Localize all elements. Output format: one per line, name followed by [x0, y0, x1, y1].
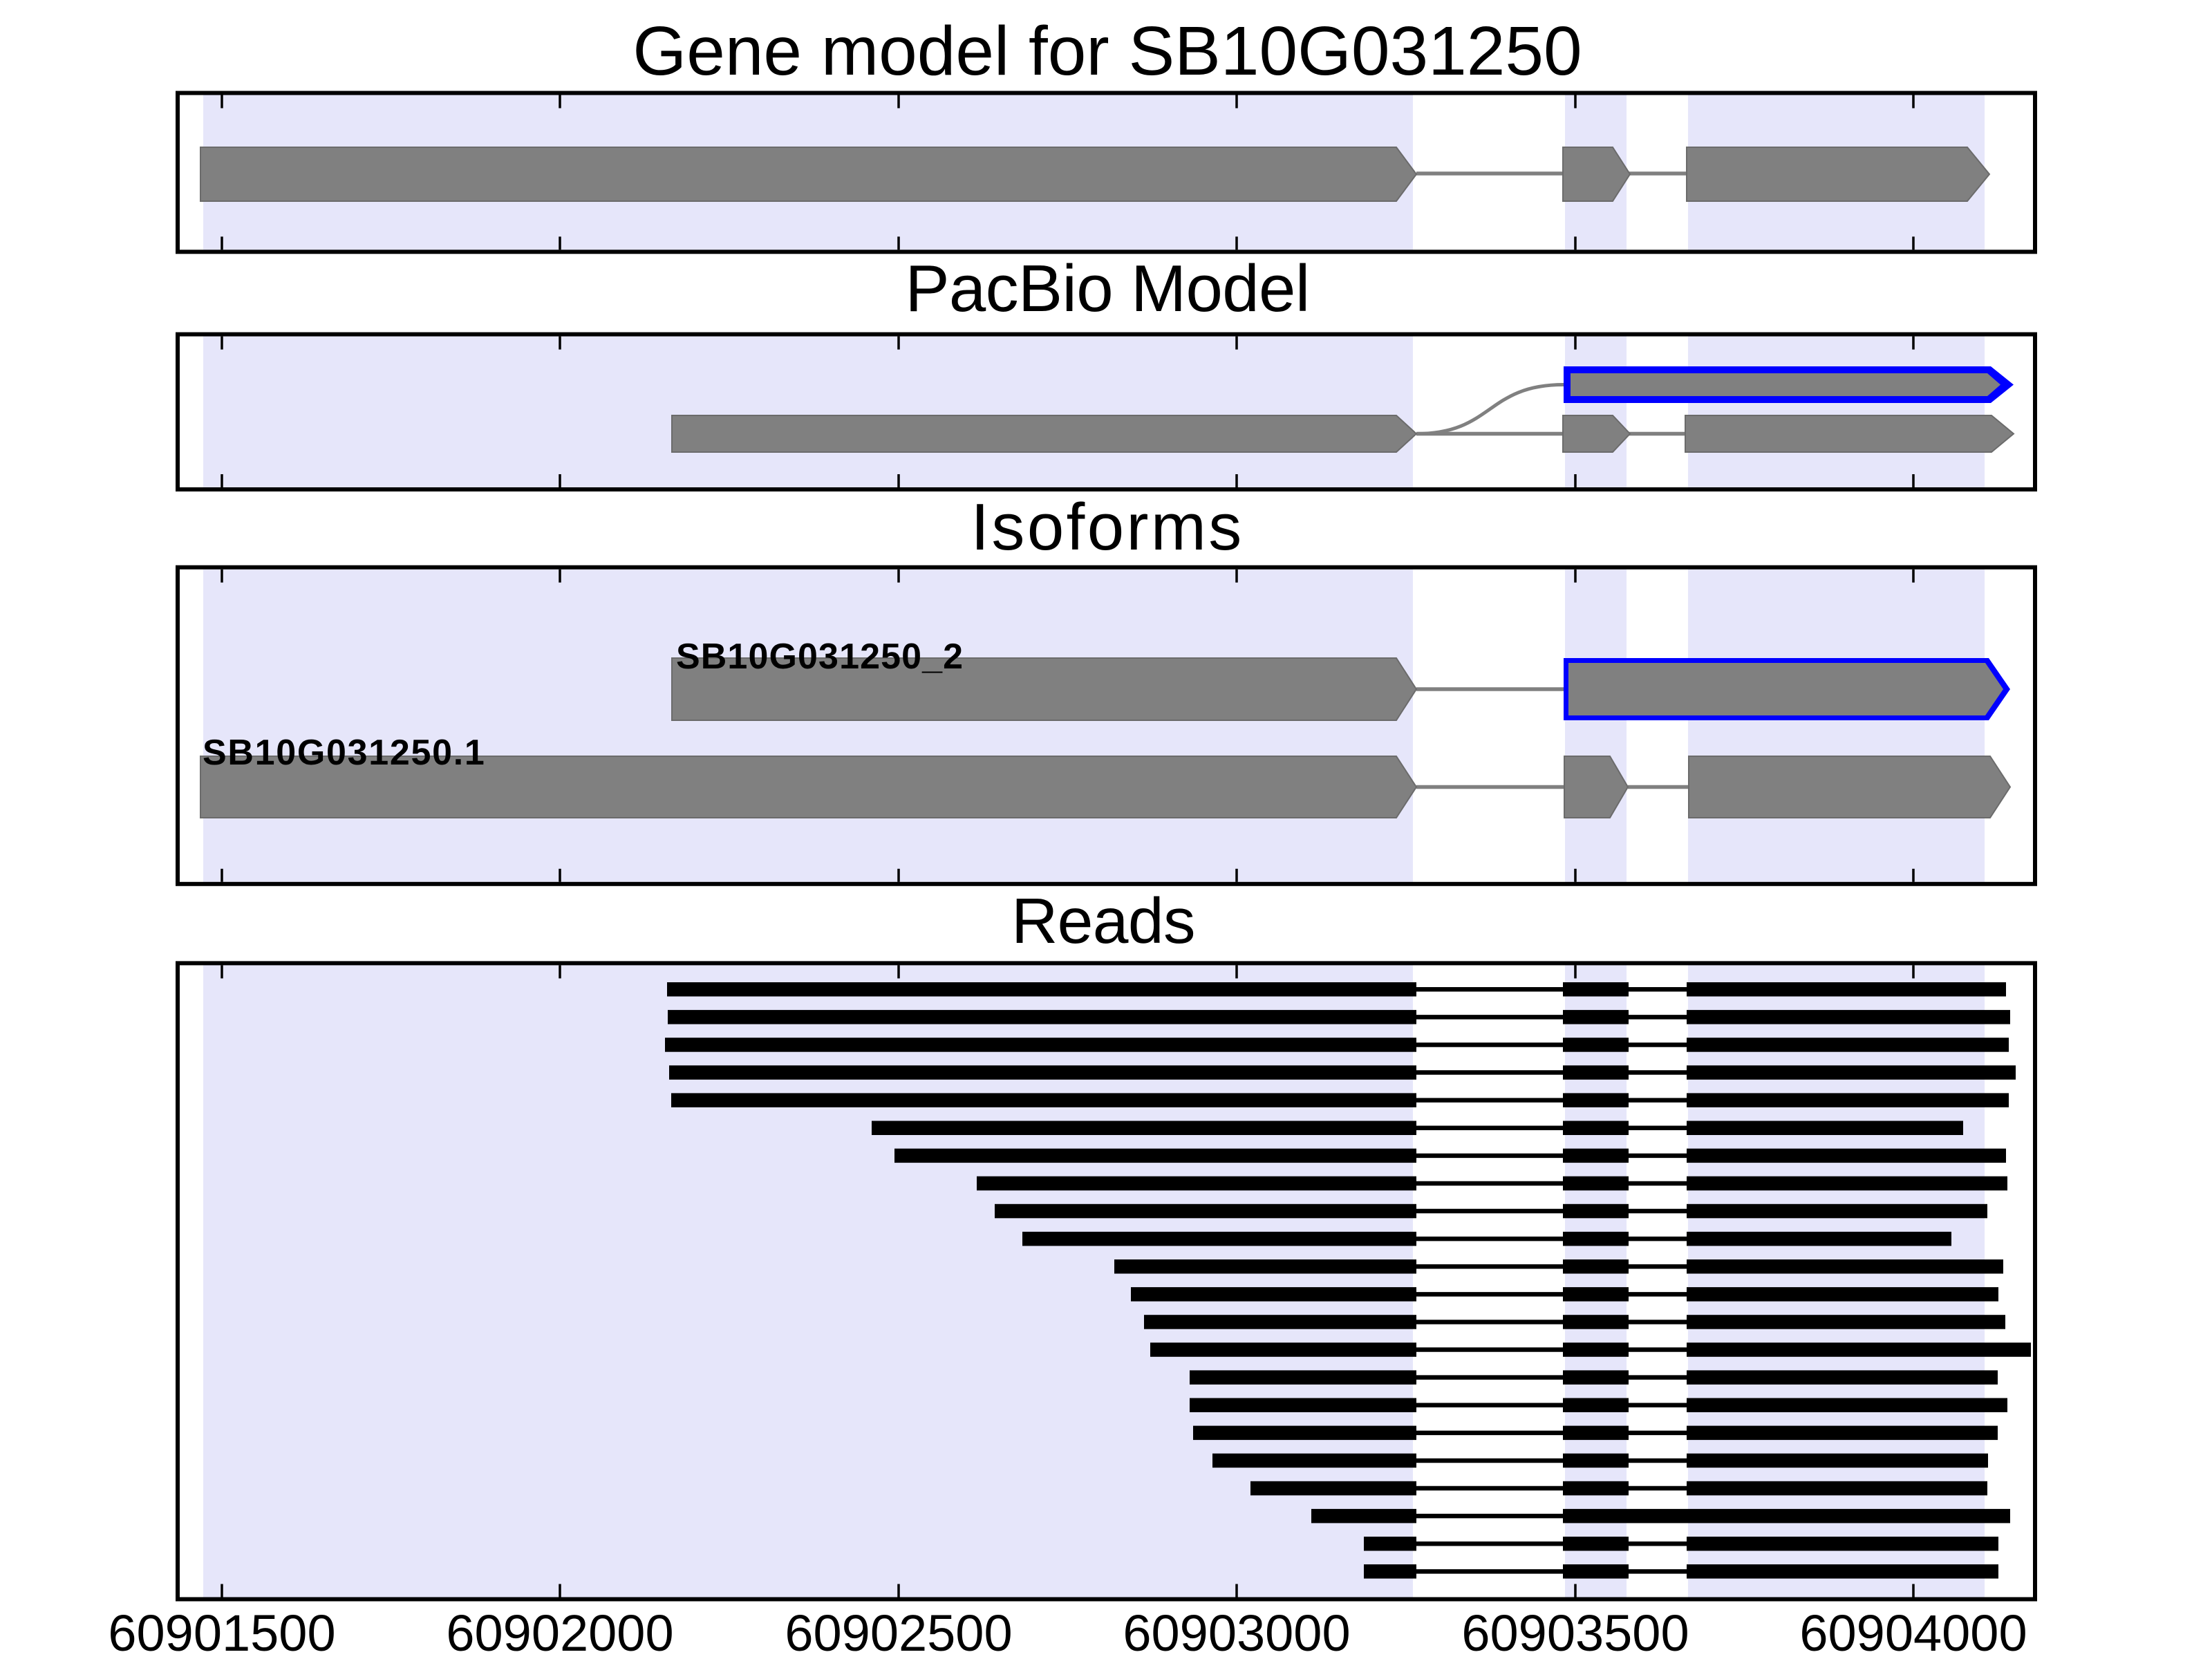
svg-text:60903500: 60903500: [1461, 1604, 1689, 1659]
svg-text:Isoforms: Isoforms: [971, 490, 1244, 564]
svg-text:60902500: 60902500: [785, 1604, 1012, 1659]
svg-text:SB10G031250.1: SB10G031250.1: [203, 733, 486, 773]
svg-text:60904000: 60904000: [1799, 1604, 2027, 1659]
svg-text:60903000: 60903000: [1123, 1604, 1350, 1659]
svg-text:PacBio Model: PacBio Model: [905, 252, 1309, 326]
svg-text:SB10G031250_2: SB10G031250_2: [676, 637, 964, 677]
svg-text:60902000: 60902000: [446, 1604, 673, 1659]
svg-text:Reads: Reads: [1011, 885, 1195, 957]
svg-text:Gene model for SB10G031250: Gene model for SB10G031250: [632, 12, 1582, 90]
svg-text:60901500: 60901500: [108, 1604, 335, 1659]
